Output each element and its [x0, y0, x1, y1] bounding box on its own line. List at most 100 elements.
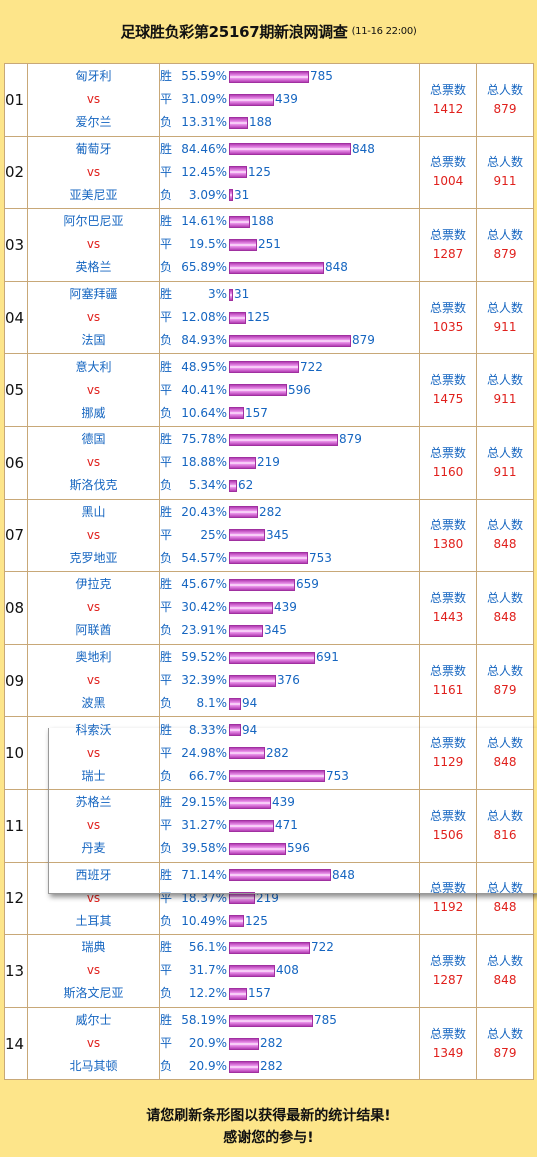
away-team[interactable]: 挪威 [81, 405, 106, 420]
total-people-label: 总人数 [486, 953, 523, 968]
away-team[interactable]: 亚美尼亚 [69, 187, 118, 202]
home-team[interactable]: 黑山 [81, 504, 106, 519]
result-bar[interactable] [229, 747, 265, 760]
home-team[interactable]: 意大利 [75, 359, 112, 374]
result-bar[interactable] [229, 601, 273, 614]
result-bar[interactable] [229, 433, 338, 446]
result-bar[interactable] [229, 1037, 259, 1050]
footer-thanks: 感谢您的参与! [223, 1130, 314, 1146]
home-team[interactable]: 匈牙利 [75, 69, 112, 84]
result-bar[interactable] [229, 143, 351, 156]
result-bar[interactable] [229, 70, 309, 83]
home-team[interactable]: 德国 [81, 432, 106, 447]
result-percent: 56.1% [188, 940, 227, 955]
away-team[interactable]: 北马其顿 [69, 1059, 118, 1074]
home-team[interactable]: 科索沃 [75, 722, 112, 737]
result-bar[interactable] [229, 915, 244, 928]
result-bar[interactable] [229, 93, 274, 106]
home-team[interactable]: 阿塞拜疆 [69, 287, 118, 302]
result-count: 94 [242, 696, 258, 711]
result-bar[interactable] [229, 311, 246, 324]
vs-label: vs [86, 237, 101, 252]
total-votes-cell: 总票数 1129 [419, 716, 477, 790]
result-bar[interactable] [229, 288, 233, 301]
result-row-win: 胜 55.59% 785 [160, 65, 419, 88]
away-team[interactable]: 斯洛文尼亚 [63, 986, 124, 1001]
away-team[interactable]: 波黑 [81, 696, 106, 711]
away-team[interactable]: 爱尔兰 [75, 115, 112, 130]
result-bar[interactable] [229, 384, 287, 397]
result-count: 471 [275, 818, 298, 833]
total-people-label: 总人数 [486, 663, 523, 678]
away-team[interactable]: 斯洛伐克 [69, 478, 118, 493]
result-count: 879 [352, 333, 375, 348]
result-bar[interactable] [229, 724, 241, 737]
away-team[interactable]: 克罗地亚 [69, 550, 118, 565]
home-team[interactable]: 威尔士 [75, 1013, 112, 1028]
total-people-label: 总人数 [486, 227, 523, 242]
result-bar[interactable] [229, 697, 241, 710]
result-row-draw: 平 31.7% 408 [160, 959, 419, 982]
result-count: 125 [247, 310, 270, 325]
result-bar[interactable] [229, 578, 295, 591]
result-bar[interactable] [229, 479, 237, 492]
result-bar[interactable] [229, 116, 248, 129]
away-team[interactable]: 瑞士 [81, 768, 106, 783]
home-team[interactable]: 奥地利 [75, 650, 112, 665]
result-bar[interactable] [229, 215, 250, 228]
result-bar[interactable] [229, 552, 308, 565]
result-bar[interactable] [229, 456, 256, 469]
result-bar[interactable] [229, 506, 258, 519]
away-team[interactable]: 法国 [81, 333, 106, 348]
result-label: 负 [160, 405, 173, 420]
result-bar[interactable] [229, 987, 247, 1000]
total-votes-label: 总票数 [429, 445, 466, 460]
result-count: 753 [326, 768, 349, 783]
result-bar[interactable] [229, 796, 271, 809]
match-number: 02 [4, 135, 28, 210]
result-label: 胜 [160, 432, 173, 447]
result-label: 负 [160, 260, 173, 275]
match-teams: 匈牙利 vs 爱尔兰 [27, 63, 160, 137]
home-team[interactable]: 苏格兰 [75, 795, 112, 810]
result-bar[interactable] [229, 941, 310, 954]
away-team[interactable]: 阿联酋 [75, 623, 112, 638]
result-count: 785 [310, 69, 333, 84]
result-bar[interactable] [229, 674, 276, 687]
result-label: 胜 [160, 1013, 173, 1028]
home-team[interactable]: 葡萄牙 [75, 141, 112, 156]
result-bar[interactable] [229, 892, 255, 905]
result-bar[interactable] [229, 1060, 259, 1073]
result-bar[interactable] [229, 624, 263, 637]
result-bar[interactable] [229, 529, 265, 542]
result-bar[interactable] [229, 189, 233, 202]
home-team[interactable]: 伊拉克 [75, 577, 112, 592]
home-team[interactable]: 瑞典 [81, 940, 106, 955]
match-number: 06 [4, 425, 28, 500]
total-votes-label: 总票数 [429, 373, 466, 388]
result-bar[interactable] [229, 238, 257, 251]
result-bar[interactable] [229, 651, 315, 664]
result-bar[interactable] [229, 869, 331, 882]
result-bar[interactable] [229, 964, 275, 977]
result-bar[interactable] [229, 166, 247, 179]
result-bar[interactable] [229, 361, 299, 374]
result-count: 753 [309, 550, 332, 565]
home-team[interactable]: 阿尔巴尼亚 [63, 214, 124, 229]
result-bar[interactable] [229, 334, 351, 347]
away-team[interactable]: 土耳其 [75, 913, 112, 928]
result-bar[interactable] [229, 1014, 313, 1027]
result-label: 平 [160, 673, 173, 688]
away-team[interactable]: 英格兰 [75, 260, 112, 275]
result-bar[interactable] [229, 842, 286, 855]
result-bar[interactable] [229, 770, 325, 783]
result-label: 胜 [160, 722, 173, 737]
away-team[interactable]: 丹麦 [81, 841, 106, 856]
result-bar[interactable] [229, 407, 244, 420]
home-team[interactable]: 西班牙 [75, 867, 112, 882]
result-bar[interactable] [229, 819, 274, 832]
total-votes-value: 1380 [432, 537, 464, 552]
vs-label: vs [86, 1036, 101, 1051]
result-count: 848 [352, 141, 375, 156]
result-bar[interactable] [229, 261, 324, 274]
